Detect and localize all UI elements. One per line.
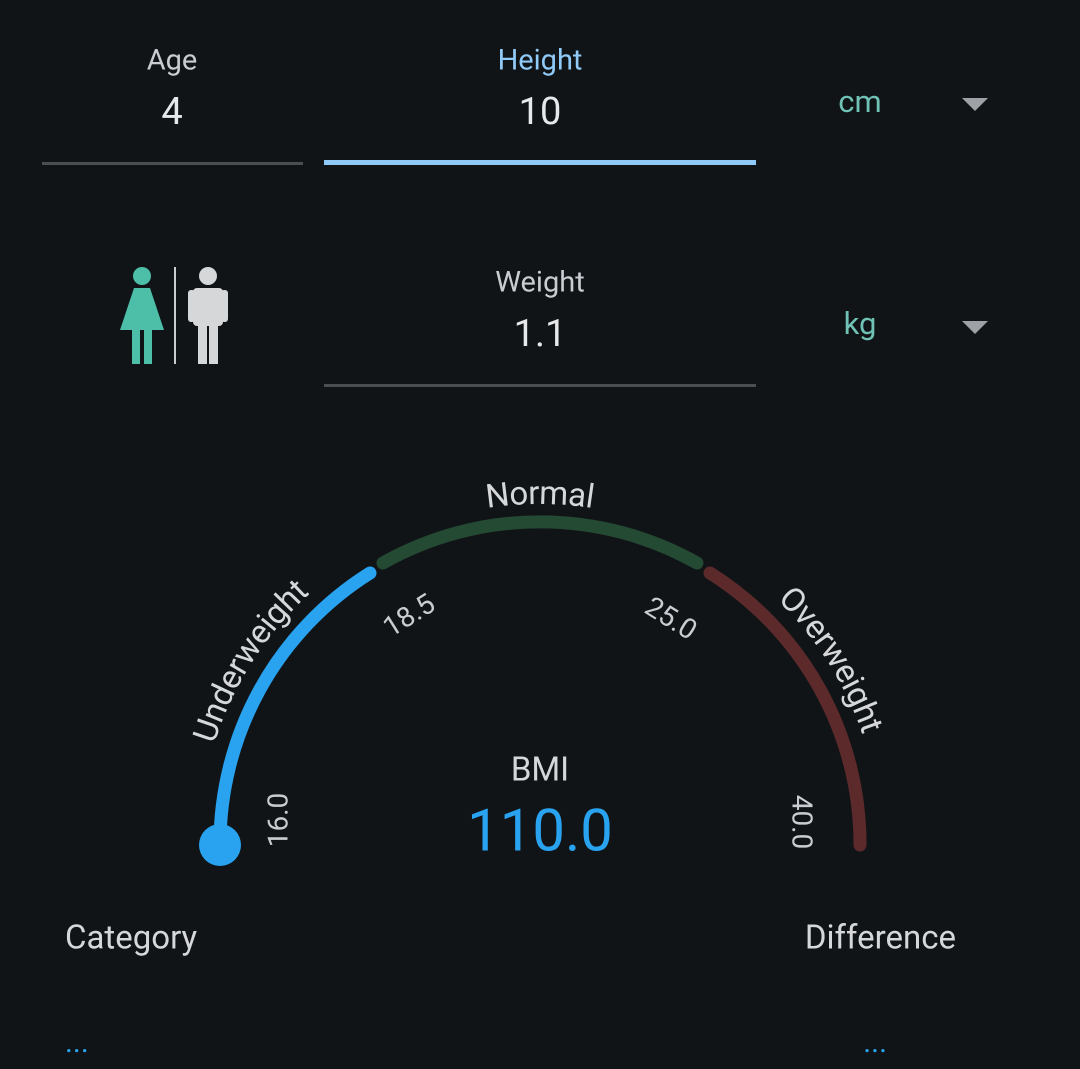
- female-icon: [120, 267, 164, 364]
- gauge-pointer: [199, 824, 241, 866]
- overweight-arc: [703, 566, 867, 852]
- difference-value: ...: [863, 1025, 887, 1060]
- normal-arc: [376, 515, 704, 570]
- divider: [174, 267, 176, 364]
- weight-field[interactable]: Weight 1.1: [324, 266, 756, 387]
- dropdown-arrow: [962, 98, 988, 111]
- unit-text: cm: [838, 83, 881, 120]
- gender-toggle[interactable]: [120, 267, 228, 364]
- male-icon: [188, 267, 228, 364]
- underweight-arc: [213, 566, 377, 852]
- height-unit-dropdown[interactable]: cm: [838, 83, 988, 120]
- underline: [42, 162, 303, 165]
- age-field[interactable]: Age 4: [42, 44, 303, 165]
- height-label: Height: [498, 44, 583, 78]
- dropdown-arrow: [962, 321, 988, 334]
- weight-label: Weight: [495, 266, 584, 300]
- difference-label: Difference: [805, 919, 956, 958]
- weight-value: 1.1: [514, 312, 567, 356]
- zone-label-text: Normal: [483, 473, 596, 516]
- age-label: Age: [147, 44, 198, 78]
- tick-label: 16.0: [261, 793, 294, 848]
- unit-text: kg: [844, 305, 877, 342]
- age-value: 4: [161, 90, 182, 134]
- tick-label: 40.0: [786, 795, 819, 850]
- bmi-value: 110.0: [467, 797, 613, 865]
- underline: [324, 160, 756, 165]
- height-value: 10: [519, 90, 562, 134]
- height-field[interactable]: Height 10: [324, 44, 756, 165]
- bmi-label: BMI: [511, 751, 569, 790]
- category-label: Category: [65, 919, 198, 958]
- underline: [324, 384, 756, 387]
- zone-label: Normal: [483, 473, 596, 516]
- weight-unit-dropdown[interactable]: kg: [844, 305, 988, 342]
- category-value: ...: [65, 1025, 89, 1060]
